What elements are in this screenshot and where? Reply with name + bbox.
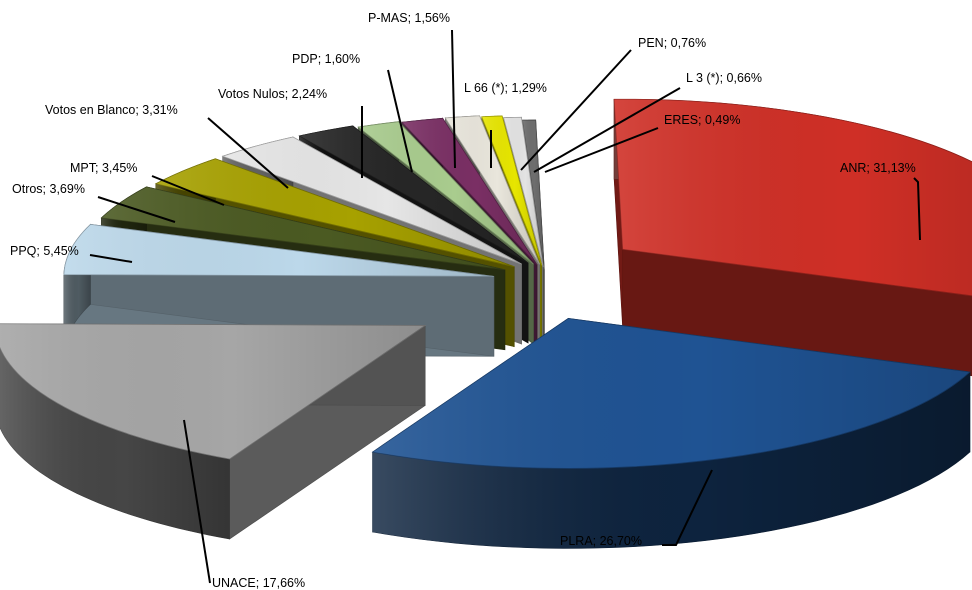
leader-line-ppq <box>89 254 133 263</box>
data-label-unace: UNACE; 17,66% <box>212 576 305 590</box>
leader-line-otros <box>97 196 176 223</box>
slice-top-shading <box>614 99 972 296</box>
leader-line-mpt <box>151 175 225 206</box>
slice-top-shading <box>358 121 534 265</box>
data-label-pen: PEN; 0,76% <box>638 36 706 50</box>
data-label-ppq: PPQ; 5,45% <box>10 244 79 258</box>
slice-top-shading <box>101 186 505 270</box>
leader-line-pdp <box>387 69 413 173</box>
leader-line-plra <box>662 469 713 546</box>
slice-outer-wall-shading <box>0 347 230 540</box>
data-label-votos-nulos: Votos Nulos; 2,24% <box>218 87 327 101</box>
leader-line-votos-en-blanco <box>207 117 289 189</box>
data-label-pdp: PDP; 1,60% <box>292 52 360 66</box>
slice-top-shading <box>522 120 545 271</box>
leader-line-anr <box>913 177 921 241</box>
slice-top-shading <box>445 115 540 265</box>
data-label-eres: ERES; 0,49% <box>664 113 740 127</box>
slice-anr <box>613 98 972 377</box>
data-label-plra: PLRA; 26,70% <box>560 534 642 548</box>
slice-top-shading <box>299 125 529 263</box>
slice-top-shading <box>155 158 515 267</box>
slice-top-shading <box>0 323 426 460</box>
data-label-l-66-: L 66 (*); 1,29% <box>464 81 547 95</box>
leader-line-eres <box>544 127 659 173</box>
slice-outer-wall-shading <box>372 372 970 549</box>
slice-top-shading <box>63 224 494 277</box>
leader-line-l-3- <box>533 87 681 173</box>
data-label-otros: Otros; 3,69% <box>12 182 85 196</box>
data-label-p-mas: P-MAS; 1,56% <box>368 11 450 25</box>
slice-top-shading <box>402 118 537 265</box>
slice-top-shading <box>481 115 542 266</box>
leader-line-p-mas <box>451 29 456 169</box>
data-label-l-3-: L 3 (*); 0,66% <box>686 71 762 85</box>
data-label-mpt: MPT; 3,45% <box>70 161 137 175</box>
slice-top-shading <box>222 136 522 265</box>
leader-lines-layer <box>89 29 921 584</box>
data-label-votos-en-blanco: Votos en Blanco; 3,31% <box>45 103 178 117</box>
data-label-anr: ANR; 31,13% <box>840 161 916 175</box>
leader-line-pen <box>520 49 632 171</box>
slices-layer <box>0 98 972 549</box>
slice-top-shading <box>372 318 970 469</box>
slice-plra <box>371 317 971 549</box>
slice-unace <box>0 323 427 540</box>
leader-line-unace <box>183 419 211 584</box>
slice-top-shading <box>503 117 544 268</box>
data-labels-layer: ANR; 31,13% PLRA; 26,70% UNACE; 17,66% PPQ;… <box>10 11 916 590</box>
